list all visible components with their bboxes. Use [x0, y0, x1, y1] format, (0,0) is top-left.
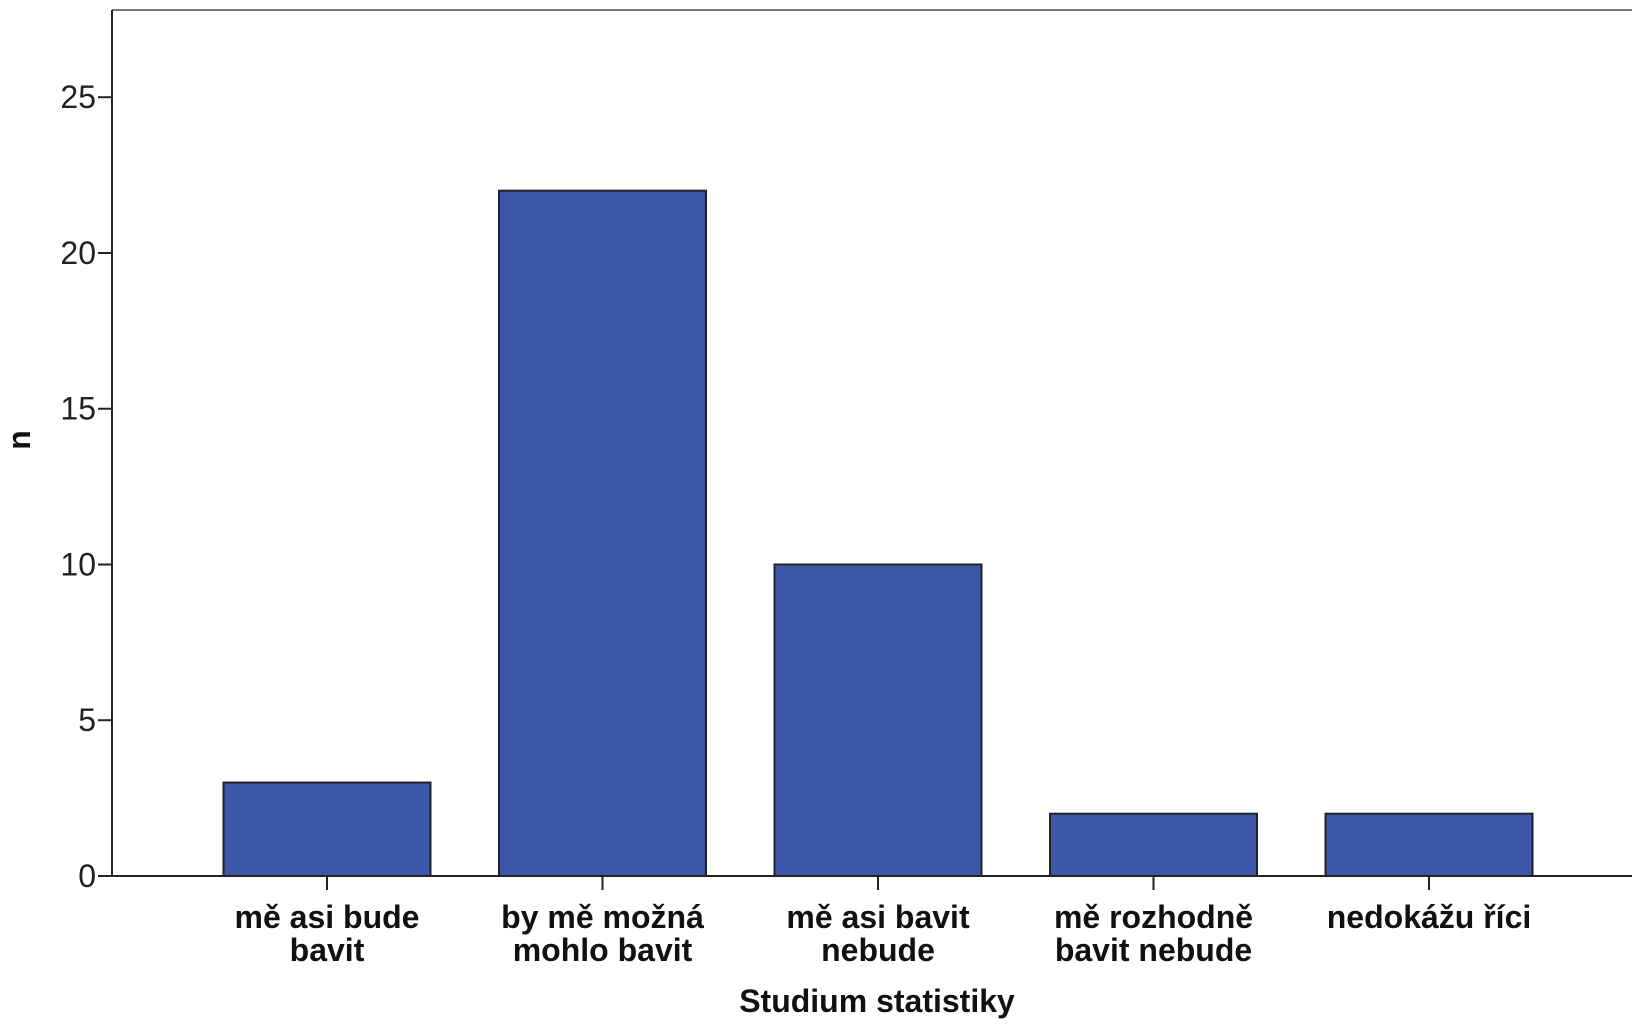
x-tick-label-line: bavit	[290, 932, 365, 968]
x-tick-label-line: mohlo bavit	[513, 932, 693, 968]
bar-1	[222, 781, 432, 877]
x-tick-label: nedokážu říci	[1327, 899, 1532, 935]
bar-4	[1049, 812, 1258, 877]
x-tick-label: by mě možná mohlo bavit	[501, 899, 704, 968]
y-tick-label: 5	[78, 702, 96, 738]
bar-2	[498, 189, 707, 877]
x-tick-label-line: nebude	[821, 932, 935, 968]
y-tick-label: 20	[60, 235, 96, 271]
x-tick-label-line: nedokážu říci	[1327, 899, 1532, 935]
bars	[222, 189, 1534, 877]
x-tick-label-line: mě asi bavit	[786, 899, 970, 935]
axes	[98, 10, 1632, 890]
x-tick-label: mě rozhodně bavit nebude	[1054, 899, 1253, 968]
x-tick-label: mě asi bavit nebude	[786, 899, 970, 968]
x-tick-label-line: mě asi bude	[235, 899, 420, 935]
y-tick-label: 0	[78, 858, 96, 894]
y-axis-title: n	[1, 430, 37, 450]
x-tick-label-line: bavit nebude	[1055, 932, 1252, 968]
y-tick-label: 15	[60, 391, 96, 427]
y-tick-label: 10	[60, 546, 96, 582]
y-tick-label: 25	[60, 79, 96, 115]
x-tick-label: mě asi bude bavit	[235, 899, 420, 968]
x-tick-label-line: mě rozhodně	[1054, 899, 1253, 935]
x-axis-title: Studium statistiky	[739, 983, 1015, 1019]
axis-labels: 0 5 10 15 20 25 mě asi bude bavit by mě možná moh…	[60, 79, 1531, 968]
bar-5	[1324, 812, 1534, 877]
bar-3	[773, 563, 983, 877]
x-tick-label-line: by mě možná	[501, 899, 704, 935]
